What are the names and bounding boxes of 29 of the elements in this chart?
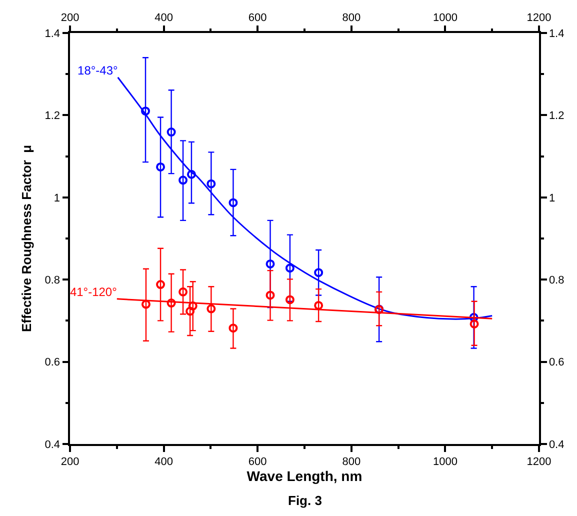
x2-tick-label: 800 <box>342 456 361 468</box>
y2-tick-label: 0.4 <box>548 438 564 451</box>
x-tick-label: 800 <box>342 12 361 24</box>
y-tick-label: 1 <box>54 192 60 204</box>
caption: Fig. 3 <box>288 493 322 508</box>
series-label: 41°-120° <box>70 284 118 299</box>
y-axis-title: Effective Roughness Factor μ <box>19 144 34 332</box>
x2-tick-label: 1000 <box>432 456 458 468</box>
x-axis-title: Wave Length, nm <box>246 468 362 484</box>
y-tick-label: 0.6 <box>44 356 60 369</box>
x2-tick-label: 600 <box>248 456 267 468</box>
x-tick-label: 200 <box>60 12 80 24</box>
y2-tick-label: 1.2 <box>548 110 564 122</box>
y-tick-label: 1.2 <box>44 110 60 122</box>
y-tick-label: 1.4 <box>44 28 60 40</box>
y-tick-label: 0.4 <box>44 438 60 451</box>
x2-tick-label: 400 <box>154 456 173 468</box>
y2-tick-label: 1 <box>548 192 556 204</box>
x-tick-label: 1000 <box>432 12 458 24</box>
x-tick-label: 600 <box>248 12 267 24</box>
x-tick-label: 1200 <box>526 12 552 24</box>
y2-tick-label: 0.8 <box>548 274 564 286</box>
y2-tick-label: 1.4 <box>548 28 564 40</box>
x2-tick-label: 200 <box>60 456 80 468</box>
x2-tick-label: 1200 <box>526 456 552 468</box>
y-tick-label: 0.8 <box>44 274 60 286</box>
y2-tick-label: 0.6 <box>548 356 564 369</box>
x-tick-label: 400 <box>154 12 173 24</box>
series-label: 18°-43° <box>78 63 118 78</box>
